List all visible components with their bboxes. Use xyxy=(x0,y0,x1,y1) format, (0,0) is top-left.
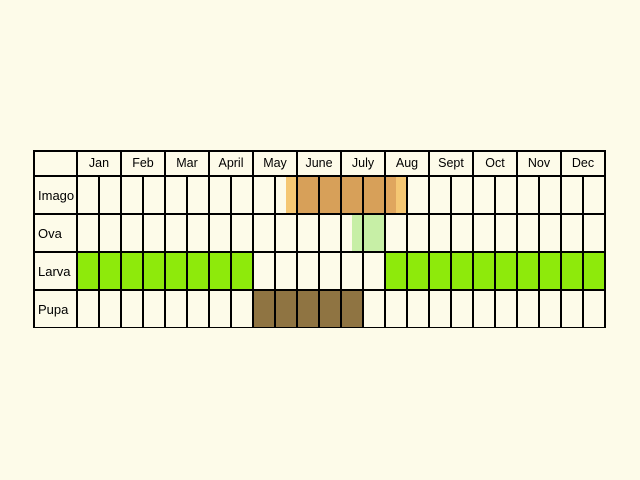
month-label-nov: Nov xyxy=(528,156,551,170)
stage-cell-larva xyxy=(561,252,583,290)
stage-cell-ova xyxy=(352,214,363,252)
month-label-mar: Mar xyxy=(176,156,198,170)
stage-cell-imago xyxy=(396,176,407,214)
stage-cell-imago xyxy=(319,176,341,214)
stage-cell-larva xyxy=(385,252,407,290)
stage-cell-larva xyxy=(517,252,539,290)
month-label-dec: Dec xyxy=(572,156,594,170)
stage-cell-larva xyxy=(451,252,473,290)
stage-cell-larva xyxy=(539,252,561,290)
stage-cell-imago xyxy=(286,176,297,214)
stage-cell-larva xyxy=(473,252,495,290)
stage-cell-pupa xyxy=(275,290,297,328)
month-label-jan: Jan xyxy=(89,156,109,170)
month-label-july: July xyxy=(352,156,375,170)
month-label-aug: Aug xyxy=(396,156,418,170)
stage-cell-ova xyxy=(363,214,385,252)
stage-cell-imago xyxy=(385,176,396,214)
stage-label-imago: Imago xyxy=(38,188,74,203)
stage-cell-larva xyxy=(495,252,517,290)
stage-label-pupa: Pupa xyxy=(38,302,69,317)
month-label-oct: Oct xyxy=(485,156,505,170)
month-label-feb: Feb xyxy=(132,156,154,170)
stage-cell-pupa xyxy=(253,290,275,328)
stage-cell-pupa xyxy=(297,290,319,328)
stage-cell-imago xyxy=(363,176,385,214)
month-label-april: April xyxy=(218,156,243,170)
stage-label-larva: Larva xyxy=(38,264,71,279)
stage-cell-larva xyxy=(99,252,121,290)
stage-label-ova: Ova xyxy=(38,226,63,241)
stage-cell-larva xyxy=(165,252,187,290)
stage-cell-larva xyxy=(429,252,451,290)
stage-cell-pupa xyxy=(319,290,341,328)
stage-cell-larva xyxy=(187,252,209,290)
stage-cell-pupa xyxy=(341,290,363,328)
stage-cell-larva xyxy=(143,252,165,290)
life-cycle-calendar: Jan Feb Mar April May June July Aug Sept Oct Nov De… xyxy=(33,150,607,328)
stage-cell-imago xyxy=(341,176,363,214)
month-label-june: June xyxy=(305,156,332,170)
month-label-may: May xyxy=(263,156,287,170)
stage-cell-larva xyxy=(583,252,605,290)
month-label-sept: Sept xyxy=(438,156,464,170)
stage-cell-imago xyxy=(297,176,319,214)
calendar-grid: Jan Feb Mar April May June July Aug Sept Oct Nov De… xyxy=(33,150,606,328)
stage-cell-larva xyxy=(407,252,429,290)
stage-cell-larva xyxy=(231,252,253,290)
stage-cell-larva xyxy=(209,252,231,290)
stage-cell-larva xyxy=(77,252,99,290)
stage-cell-larva xyxy=(121,252,143,290)
